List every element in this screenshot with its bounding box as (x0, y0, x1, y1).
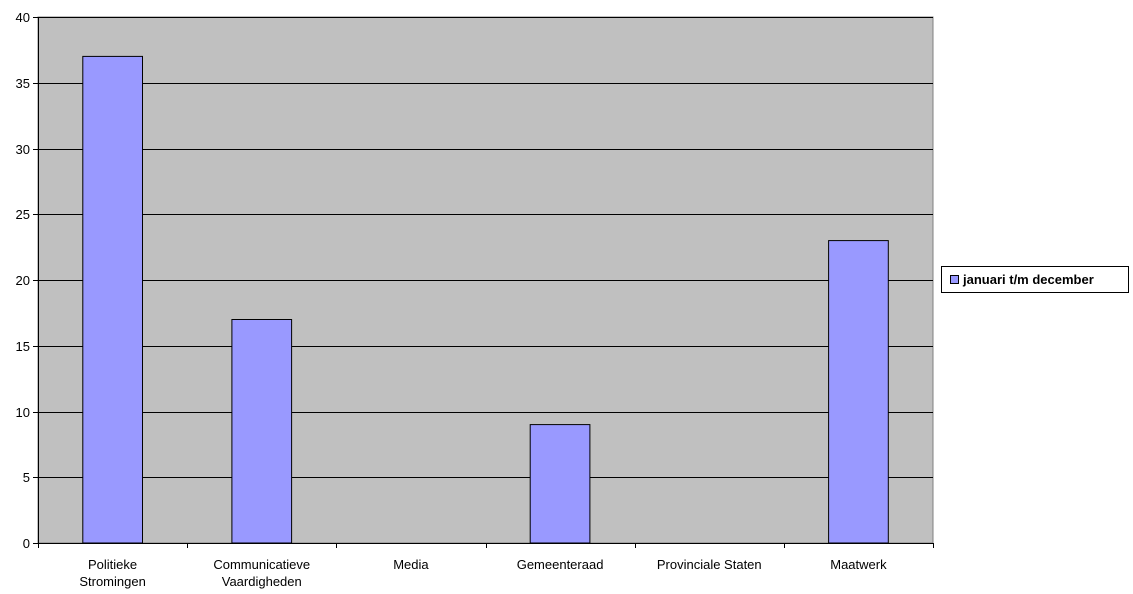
y-tick-label: 25 (16, 207, 30, 222)
x-tick-label: Media (393, 557, 429, 572)
x-tick-label: Communicatieve Vaardigheden (213, 557, 310, 589)
x-tick-label: Gemeenteraad (517, 557, 604, 572)
bars (82, 55, 889, 544)
x-tick-label: Provinciale Staten (657, 557, 762, 572)
x-tick-label: Politieke Stromingen (79, 557, 145, 589)
x-tick-label-line: Gemeenteraad (517, 557, 604, 572)
y-tick-label: 35 (16, 76, 30, 91)
x-tick-label-line: Media (393, 557, 429, 572)
bar (529, 424, 591, 544)
x-tick-label-line: Stromingen (79, 574, 145, 589)
x-tick-label-line: Maatwerk (830, 557, 887, 572)
x-tick-label: Maatwerk (830, 557, 887, 572)
gridlines (38, 17, 933, 478)
y-tick-label: 0 (23, 536, 30, 551)
x-tick-label-line: Politieke (88, 557, 137, 572)
bar (82, 55, 144, 544)
y-tick-label: 15 (16, 339, 30, 354)
x-tick-label-line: Vaardigheden (222, 574, 302, 589)
legend: januari t/m december (941, 266, 1129, 293)
x-tick-label-line: Communicatieve (213, 557, 310, 572)
x-tick-label-line: Provinciale Staten (657, 557, 762, 572)
y-tick-label: 30 (16, 142, 30, 157)
legend-label: januari t/m december (962, 272, 1094, 287)
y-tick-label: 20 (16, 273, 30, 288)
legend-box (941, 266, 1129, 293)
y-tick-label: 40 (16, 10, 30, 25)
bar (828, 240, 889, 544)
legend-swatch (950, 275, 959, 284)
axes: 0 5 10 15 20 25 30 35 40 Politieke Stromingen Commu… (16, 10, 934, 589)
y-tick-label: 5 (23, 470, 30, 485)
y-tick-label: 10 (16, 405, 30, 420)
bar (231, 319, 293, 544)
